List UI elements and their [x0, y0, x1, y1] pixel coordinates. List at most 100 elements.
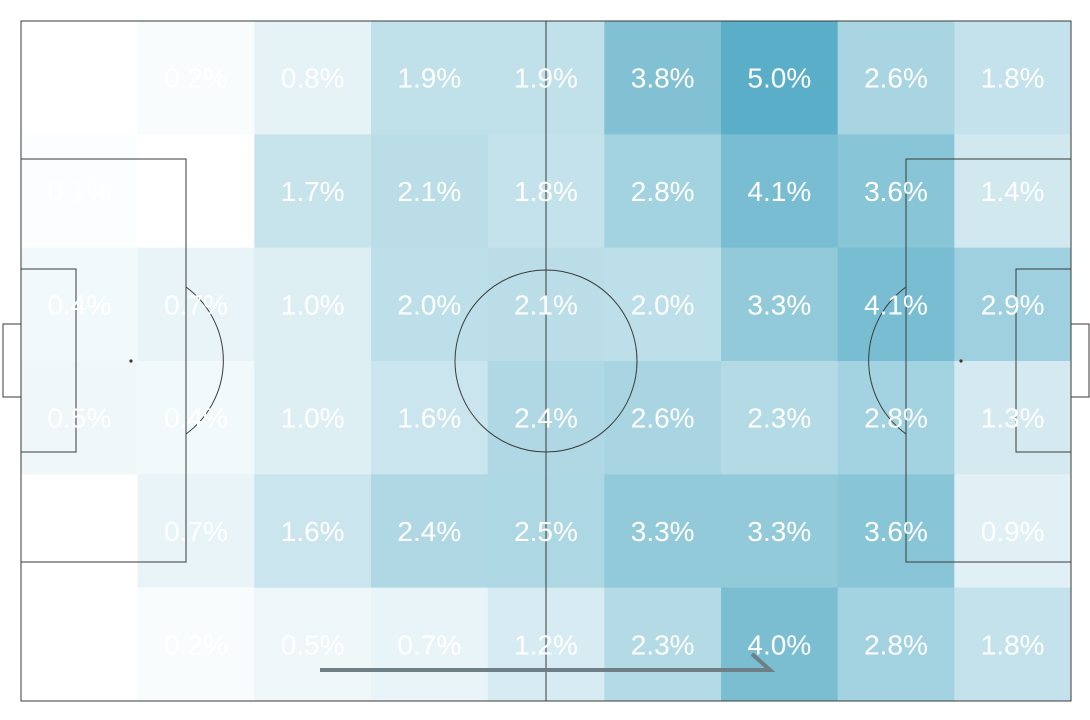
heatmap-cell-r5-c0: [21, 587, 139, 702]
heatmap-label-r2-c6: 3.3%: [747, 289, 811, 320]
heatmap-label-r3-c1: 0.4%: [164, 403, 228, 434]
heatmap-label-r0-c2: 0.8%: [281, 63, 345, 94]
heatmap-cell-r0-c6: [721, 21, 839, 135]
heatmap-label-r3-c0: 0.5%: [47, 403, 111, 434]
heatmap-label-r0-c4: 1.9%: [514, 63, 578, 94]
heatmap-cell-r4-c1: [137, 474, 255, 589]
heatmap-label-r1-c0: 0.1%: [47, 176, 111, 207]
attack-direction-arrow: [320, 652, 776, 672]
heatmap-cell-r5-c6: [721, 587, 839, 702]
heatmap-label-r0-c5: 3.8%: [631, 63, 695, 94]
heatmap-cell-r3-c2: [254, 361, 372, 475]
heatmap-label-r0-c6: 5.0%: [747, 63, 811, 94]
center-circle: [454, 269, 638, 453]
heatmap-cell-r4-c3: [371, 474, 489, 589]
heatmap-label-r4-c7: 3.6%: [864, 516, 928, 547]
heatmap-label-r3-c5: 2.6%: [631, 403, 695, 434]
heatmap-cell-r3-c5: [604, 361, 722, 475]
heatmap-label-r2-c3: 2.0%: [397, 289, 461, 320]
heatmap-cell-r0-c7: [837, 21, 955, 135]
heatmap-label-r1-c5: 2.8%: [631, 176, 695, 207]
heatmap-cell-r3-c3: [371, 361, 489, 475]
right-goal: [1070, 323, 1090, 398]
heatmap-label-r0-c3: 1.9%: [397, 63, 461, 94]
heatmap-cell-r4-c5: [604, 474, 722, 589]
heatmap-cell-r3-c7: [837, 361, 955, 475]
heatmap-label-r5-c3: 0.7%: [397, 629, 461, 660]
heatmap-cell-r5-c8: [954, 587, 1072, 702]
heatmap-label-r0-c8: 1.8%: [981, 63, 1045, 94]
heatmap-cell-r3-c8: [954, 361, 1072, 475]
heatmap-label-r5-c2: 0.5%: [281, 629, 345, 660]
heatmap-label-r1-c7: 3.6%: [864, 176, 928, 207]
heatmap-label-r1-c3: 2.1%: [397, 176, 461, 207]
heatmap-cell-r1-c2: [254, 134, 372, 249]
heatmap-cell-r4-c8: [954, 474, 1072, 589]
heatmap-label-r5-c4: 1.2%: [514, 629, 578, 660]
heatmap-label-r3-c4: 2.4%: [514, 403, 578, 434]
heatmap-cell-r2-c1: [137, 247, 255, 362]
heatmap-cell-r3-c6: [721, 361, 839, 475]
heatmap-cell-r4-c6: [721, 474, 839, 589]
heatmap-label-r1-c2: 1.7%: [281, 176, 345, 207]
heatmap-cell-r0-c2: [254, 21, 372, 135]
heatmap-label-r0-c7: 2.6%: [864, 63, 928, 94]
left-penalty-spot: [129, 359, 133, 363]
heatmap-cell-r1-c8: [954, 134, 1072, 249]
heatmap-cell-r0-c3: [371, 21, 489, 135]
heatmap-cell-r5-c2: [254, 587, 372, 702]
heatmap-label-r3-c3: 1.6%: [397, 403, 461, 434]
heatmap-label-r4-c8: 0.9%: [981, 516, 1045, 547]
heatmap-label-r1-c4: 1.8%: [514, 176, 578, 207]
heatmap-label-r4-c6: 3.3%: [747, 516, 811, 547]
heatmap-cell-r1-c3: [371, 134, 489, 249]
heatmap-cell-r1-c6: [721, 134, 839, 249]
heatmap-label-r2-c2: 1.0%: [281, 289, 345, 320]
heatmap-label-r5-c8: 1.8%: [981, 629, 1045, 660]
heatmap-label-r1-c8: 1.4%: [981, 176, 1045, 207]
heatmap-label-r2-c1: 0.7%: [164, 289, 228, 320]
heatmap-label-r5-c7: 2.8%: [864, 629, 928, 660]
heatmap-label-r4-c1: 0.7%: [164, 516, 228, 547]
heatmap-cell-r0-c5: [604, 21, 722, 135]
heatmap-label-r4-c3: 2.4%: [397, 516, 461, 547]
heatmap-label-r0-c1: 0.2%: [164, 63, 228, 94]
heatmap-cell-r5-c1: [137, 587, 255, 702]
heatmap-label-r2-c5: 2.0%: [631, 289, 695, 320]
heatmap-label-r4-c5: 3.3%: [631, 516, 695, 547]
heatmap-cell-r2-c5: [604, 247, 722, 362]
heatmap-cell-r2-c2: [254, 247, 372, 362]
heatmap-cell-r0-c8: [954, 21, 1072, 135]
heatmap-label-r2-c7: 4.1%: [864, 289, 928, 320]
heatmap-cell-r2-c6: [721, 247, 839, 362]
heatmap-label-r3-c7: 2.8%: [864, 403, 928, 434]
heatmap-label-r2-c4: 2.1%: [514, 289, 578, 320]
heatmap-cell-r0-c1: [137, 21, 255, 135]
heatmap-label-r5-c6: 4.0%: [747, 629, 811, 660]
heatmap-label-r1-c6: 4.1%: [747, 176, 811, 207]
heatmap-cell-r1-c7: [837, 134, 955, 249]
pitch-markings: [2, 20, 1090, 702]
right-penalty-arc: [868, 286, 907, 435]
heatmap-label-r2-c8: 2.9%: [981, 289, 1045, 320]
heatmap-labels: 0.2% 0.8% 1.9% 1.9% 3.8% 5.0% 2.6% 1.8% 0.1% 1.7%…: [47, 63, 1044, 661]
heatmap-cell-r0-c0: [21, 21, 139, 135]
heatmap-cell-r4-c2: [254, 474, 372, 589]
heatmap-cell-r1-c5: [604, 134, 722, 249]
heatmap-label-r2-c0: 0.4%: [47, 289, 111, 320]
heatmap-cell-r2-c0: [21, 247, 139, 362]
heatmap-label-r4-c4: 2.5%: [514, 516, 578, 547]
heatmap-label-r3-c8: 1.3%: [981, 403, 1045, 434]
heatmap-label-r4-c2: 1.6%: [281, 516, 345, 547]
heatmap-label-r3-c2: 1.0%: [281, 403, 345, 434]
heatmap-cell-r1-c1: [137, 134, 255, 249]
left-penalty-arc: [185, 286, 224, 435]
heatmap-cell-r5-c5: [604, 587, 722, 702]
right-penalty-spot: [959, 359, 963, 363]
heatmap-cell-r2-c8: [954, 247, 1072, 362]
heatmap-cell-r2-c3: [371, 247, 489, 362]
heatmap-cell-r5-c3: [371, 587, 489, 702]
heatmap-cell-r3-c0: [21, 361, 139, 475]
heatmap-cell-r2-c7: [837, 247, 955, 362]
heatmap-cell-r4-c7: [837, 474, 955, 589]
